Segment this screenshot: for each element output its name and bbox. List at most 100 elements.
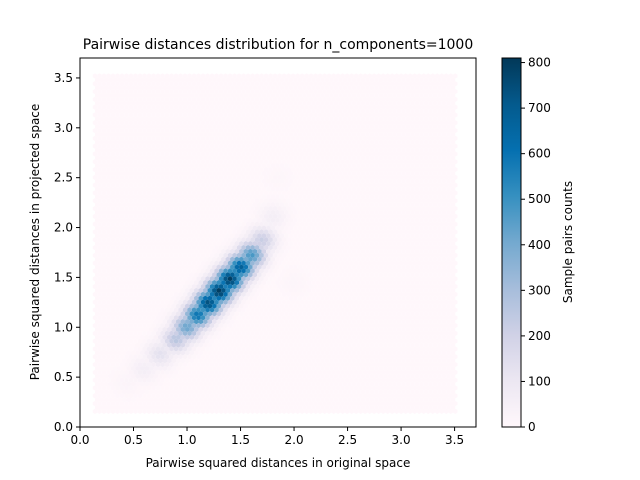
hexbin-cell (396, 163, 402, 169)
hexbin-cell (434, 190, 440, 196)
hexbin-cell (446, 264, 451, 270)
hexbin-cell (122, 217, 127, 223)
hexbin-cell (178, 151, 183, 157)
hexbin-cell (254, 268, 260, 274)
hexbin-cell (259, 221, 264, 227)
hexbin-cell (187, 143, 192, 149)
hexbin-cell (225, 147, 231, 153)
hexbin-cell (286, 244, 291, 251)
hexbin-cell (268, 96, 273, 102)
hexbin-cell (389, 143, 395, 149)
hexbin-cell (295, 120, 300, 126)
hexbin-cell (358, 268, 363, 274)
hexbin-cell (275, 248, 280, 255)
hexbin-cell (322, 237, 327, 243)
hexbin-cell (286, 88, 291, 95)
hexbin-cell (142, 159, 147, 165)
hexbin-cell (243, 77, 249, 83)
hexbin-cell (92, 244, 98, 251)
hexbin-cell (124, 260, 129, 266)
hexbin-cell (144, 186, 150, 192)
hexbin-cell (198, 77, 204, 83)
hexbin-cell (173, 135, 179, 141)
hexbin-cell (342, 77, 348, 83)
hexbin-cell (248, 241, 253, 247)
hexbin-cell (443, 151, 449, 157)
hexbin-cell (117, 248, 122, 255)
hexbin-cell (437, 170, 442, 177)
hexbin-cell (185, 108, 190, 114)
hexbin-cell (227, 73, 233, 79)
hexbin-cell (185, 186, 190, 192)
hexbin-cell (279, 124, 285, 130)
hexbin-cell (281, 151, 287, 157)
hexbin-cell (389, 96, 395, 102)
hexbin-cell (333, 194, 339, 200)
hexbin-cell (180, 131, 186, 138)
hexbin-cell (225, 186, 231, 192)
hexbin-cell (362, 221, 368, 227)
hexbin-cell (115, 229, 120, 235)
hexbin-cell (108, 108, 113, 114)
hexbin-cell (207, 233, 213, 239)
hexbin-cell (421, 112, 426, 118)
hexbin-cell (290, 73, 296, 79)
hexbin-cell (407, 182, 413, 188)
hexbin-cell (266, 155, 271, 161)
hexbin-cell (306, 264, 312, 270)
hexbin-cell (119, 159, 125, 165)
hexbin-cell (358, 174, 363, 180)
hexbin-cell (441, 186, 447, 192)
hexbin-cell (209, 127, 215, 134)
hexbin-cell (248, 92, 253, 99)
hexbin-cell (288, 248, 294, 255)
hexbin-cell (270, 155, 276, 161)
hexbin-cell (358, 213, 363, 219)
hexbin-cell (189, 170, 195, 177)
hexbin-cell (369, 155, 375, 161)
hexbin-cell (351, 186, 357, 192)
hexbin-cell (196, 229, 201, 235)
hexbin-cell (432, 131, 438, 138)
hexbin-cell (437, 256, 442, 262)
hexbin-cell (299, 260, 305, 266)
hexbin-cell (185, 85, 190, 91)
hexbin-cell (369, 147, 375, 153)
hexbin-cell (140, 100, 145, 106)
hexbin-cell (227, 205, 233, 212)
hexbin-cell (405, 264, 411, 270)
hexbin-cell (200, 159, 206, 165)
hexbin-cell (396, 209, 402, 216)
hexbin-cell (401, 209, 406, 216)
hexbin-cell (232, 205, 237, 212)
hexbin-cell (243, 92, 249, 99)
hexbin-cell (421, 174, 426, 180)
hexbin-cell (266, 100, 271, 106)
hexbin-cell (236, 159, 242, 165)
hexbin-cell (412, 174, 417, 180)
hexbin-cell (257, 116, 262, 122)
hexbin-cell (344, 143, 350, 149)
hexbin-cell (360, 209, 366, 216)
hexbin-cell (293, 77, 298, 83)
hexbin-cell (288, 85, 294, 91)
hexbin-cell (326, 252, 332, 258)
hexbin-cell (259, 174, 264, 180)
hexbin-cell (297, 178, 303, 184)
hexbin-cell (371, 166, 377, 173)
hexbin-cell (326, 221, 332, 227)
hexbin-cell (140, 186, 145, 192)
hexbin-cell (394, 73, 399, 79)
hexbin-cell (293, 202, 298, 208)
hexbin-cell (113, 194, 118, 200)
hexbin-cell (380, 135, 386, 141)
hexbin-cell (187, 96, 192, 102)
hexbin-cell (259, 120, 264, 126)
hexbin-cell (365, 77, 370, 83)
hexbin-cell (326, 96, 332, 102)
hexbin-cell (223, 73, 228, 79)
hexbin-cell (324, 163, 330, 169)
hexbin-cell (101, 260, 107, 266)
hexbin-cell (446, 77, 451, 83)
hexbin-cell (126, 225, 132, 231)
